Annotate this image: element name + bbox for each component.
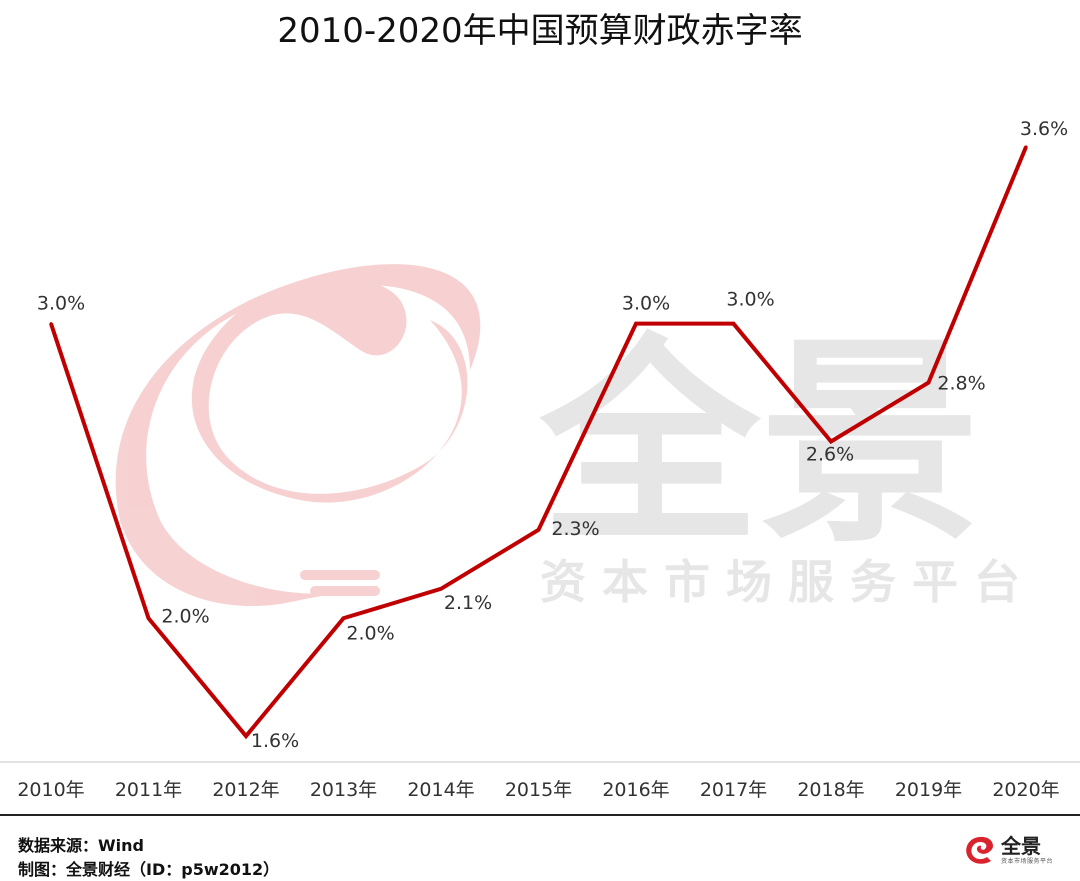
data-point — [244, 734, 248, 738]
watermark-brand: 全景 — [539, 316, 980, 572]
brand-tagline: 资本市场服务平台 — [1001, 858, 1054, 865]
data-label: 1.6% — [251, 730, 299, 752]
data-labels: 3.0% 2.0% 1.6% 2.0% 2.1% 2.3% 3.0% 3.0% 2.6% 2.8%… — [37, 118, 1068, 752]
footer-maker: 制图：全景财经（ID：p5w2012） — [18, 860, 280, 879]
x-tick-label: 2011年 — [115, 779, 182, 801]
data-label: 2.0% — [346, 622, 394, 644]
data-label: 3.0% — [37, 293, 85, 315]
brand-logo: 全景 资本市场服务平台 — [963, 830, 1063, 874]
x-tick-label: 2010年 — [17, 779, 84, 801]
data-label: 3.6% — [1020, 118, 1068, 140]
brand-icon — [966, 836, 993, 864]
data-point — [537, 528, 540, 532]
data-label: 2.0% — [161, 605, 209, 627]
data-label: 2.1% — [444, 592, 492, 614]
data-point — [342, 616, 345, 620]
watermark: 全景 资本市场服务平台 — [115, 264, 1036, 609]
data-point — [147, 616, 150, 620]
series-group — [49, 145, 1028, 740]
data-label: 2.8% — [937, 373, 985, 395]
data-point — [439, 587, 443, 591]
data-point — [732, 322, 735, 326]
x-tick-label: 2012年 — [212, 779, 279, 801]
data-label: 3.0% — [622, 293, 670, 315]
x-tick-label: 2020年 — [992, 779, 1059, 801]
data-label: 3.0% — [726, 289, 774, 311]
watermark-logo — [115, 264, 481, 607]
data-point — [829, 440, 833, 443]
footer-source: 数据来源：Wind — [18, 836, 144, 855]
x-axis-ticks: 2010年 2011年 2012年 2013年 2014年 2015年 2016年 2017年… — [17, 779, 1059, 801]
data-point — [49, 322, 53, 326]
watermark-slogan: 资本市场服务平台 — [540, 555, 1036, 609]
data-point — [634, 322, 638, 326]
x-tick-label: 2013年 — [310, 779, 377, 801]
data-point — [927, 381, 930, 385]
x-tick-label: 2015年 — [505, 779, 572, 801]
x-tick-label: 2019年 — [895, 779, 962, 801]
data-label: 2.6% — [806, 444, 854, 466]
chart-title: 2010-2020年中国预算财政赤字率 — [277, 11, 802, 51]
brand-name: 全景 — [1001, 834, 1041, 858]
data-label: 2.3% — [551, 518, 599, 540]
x-tick-label: 2017年 — [700, 779, 767, 801]
x-tick-label: 2018年 — [797, 779, 864, 801]
x-tick-label: 2016年 — [602, 779, 669, 801]
x-tick-label: 2014年 — [407, 779, 474, 801]
data-point — [1024, 145, 1028, 149]
